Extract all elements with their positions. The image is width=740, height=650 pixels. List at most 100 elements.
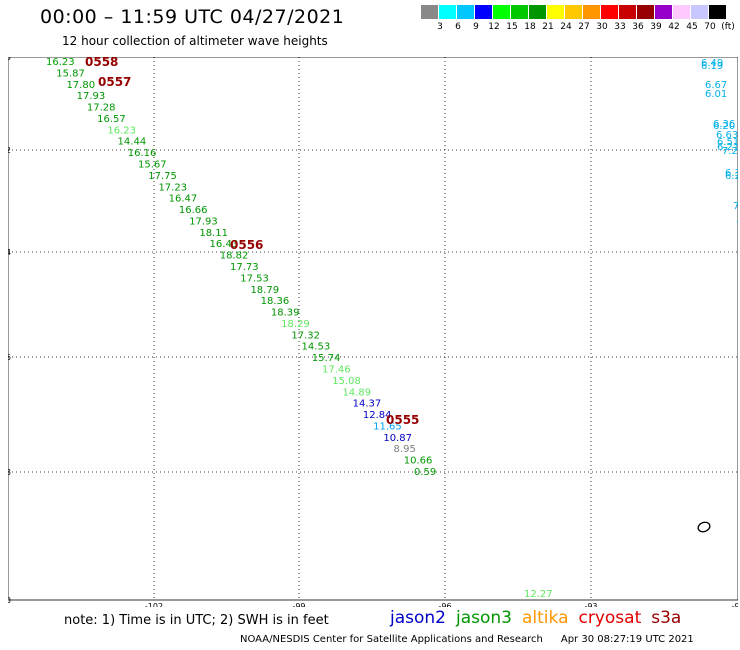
colorbar-label: 24 — [560, 22, 572, 32]
swh-value: 17.93 — [189, 216, 218, 227]
colorbar-label: 39 — [650, 22, 662, 32]
swh-value: 15.74 — [312, 353, 341, 364]
swh-value: 6.21 — [717, 142, 738, 153]
latitude-tick: -60 — [8, 57, 11, 62]
latitude-tick: -68 — [8, 468, 11, 477]
satellite-cryosat: cryosat — [578, 608, 642, 628]
island-outline — [697, 521, 711, 533]
swh-value: 18.29 — [281, 319, 310, 330]
swh-value: 17.28 — [87, 103, 116, 114]
track-time-label: 0557 — [98, 75, 131, 89]
colorbar-swatch — [583, 5, 600, 19]
swh-value: 0.59 — [414, 467, 436, 478]
longitude-tick: -102 — [145, 602, 163, 607]
swh-value: 17.53 — [240, 273, 269, 284]
swh-value: 18.39 — [271, 308, 300, 319]
colorbar-label: 27 — [578, 22, 590, 32]
credit-text: NOAA/NESDIS Center for Satellite Applica… — [240, 634, 543, 645]
latitude-tick: -62 — [8, 146, 11, 155]
tick-labels: -105-102-99-96-93-90-60-62-64-66-68-70 — [8, 57, 738, 607]
map-title: 00:00 – 11:59 UTC 04/27/2021 — [40, 6, 345, 28]
longitude-tick: -93 — [584, 602, 597, 607]
swh-value: 17.73 — [230, 262, 259, 273]
map-subtitle: 12 hour collection of altimeter wave hei… — [62, 34, 328, 48]
colorbar-label: 33 — [614, 22, 626, 32]
swh-value: 6.36 — [713, 119, 735, 130]
swh-value: 8.95 — [394, 444, 416, 455]
colorbar-label: 18 — [524, 22, 536, 32]
longitude-tick: -90 — [731, 602, 738, 607]
colorbar-label: 3 — [437, 22, 443, 32]
swh-value: 15.67 — [138, 160, 167, 171]
colorbar-swatch — [673, 5, 690, 19]
satellite-s3a: s3a — [651, 608, 682, 628]
satellite-legend: jason2 jason3 altika cryosat s3a — [390, 608, 691, 628]
colorbar-swatch — [529, 5, 546, 19]
satellite-jason2: jason2 — [390, 608, 446, 628]
colorbar-label: 70 — [704, 22, 716, 32]
swh-value: 6.3 — [725, 168, 738, 179]
track-time-label: 0558 — [85, 57, 118, 69]
satellite-altika: altika — [522, 608, 569, 628]
colorbar-swatch — [691, 5, 708, 19]
swh-value: 16.47 — [169, 194, 198, 205]
swh-value: 6.49 — [701, 58, 723, 69]
swh-value: 7. — [736, 220, 738, 231]
colorbar-swatch — [655, 5, 672, 19]
colorbar-label: 12 — [488, 22, 500, 32]
swh-value: 6.2 — [725, 171, 738, 182]
swh-value: 17.75 — [148, 171, 177, 182]
latitude-tick: -70 — [8, 596, 11, 605]
swh-value: 15.87 — [56, 68, 85, 79]
swh-value: 10.66 — [404, 456, 433, 467]
map-plot: -105-102-99-96-93-90-60-62-64-66-68-70 1… — [8, 57, 738, 607]
longitude-tick: -96 — [438, 602, 451, 607]
colorbar-swatch — [565, 5, 582, 19]
colorbar-label: 6 — [455, 22, 461, 32]
colorbar-label: (ft) — [721, 22, 735, 32]
swh-value: 16.43 — [210, 239, 239, 250]
swh-value: 18.36 — [261, 296, 290, 307]
swh-value: 15.08 — [332, 376, 361, 387]
colorbar-label: 9 — [473, 22, 479, 32]
colorbar-label: 36 — [632, 22, 644, 32]
swh-value: 16.57 — [97, 114, 126, 125]
footer-credit: NOAA/NESDIS Center for Satellite Applica… — [240, 634, 694, 645]
colorbar-swatch — [619, 5, 636, 19]
colorbar-label: 42 — [668, 22, 680, 32]
swh-value: 12.84 — [363, 410, 392, 421]
swh-value: 16.23 — [107, 125, 136, 136]
colorbar-label: 45 — [686, 22, 698, 32]
swh-value: 6.63 — [716, 130, 738, 141]
swh-value: 14.53 — [302, 342, 331, 353]
colorbar-swatch — [601, 5, 618, 19]
colorbar-swatch — [475, 5, 492, 19]
footer-note: note: 1) Time is in UTC; 2) SWH is in fe… — [64, 613, 329, 628]
swh-value: 18.79 — [250, 285, 279, 296]
colorbar-swatch — [421, 5, 438, 19]
colorbar-label: 30 — [596, 22, 608, 32]
timestamp: Apr 30 08:27:19 UTC 2021 — [560, 634, 694, 645]
swh-value: 12.27 — [524, 589, 553, 600]
longitude-tick: -99 — [292, 602, 305, 607]
track-time-labels: 0558 0557 0556 0555 — [85, 57, 419, 427]
swh-value: 6.67 — [705, 80, 727, 91]
map-frame — [8, 57, 738, 601]
colorbar-label: 15 — [506, 22, 518, 32]
swh-value: 17.32 — [291, 330, 320, 341]
satellite-jason3: jason3 — [456, 608, 512, 628]
swh-value: 16.16 — [128, 148, 157, 159]
swh-value: 6.19 — [701, 61, 723, 72]
swh-value: 6.01 — [705, 89, 727, 100]
latitude-tick: -66 — [8, 353, 11, 362]
swh-value: 11.65 — [373, 421, 402, 432]
swh-value: 18.82 — [220, 251, 249, 262]
swh-value: 17.23 — [158, 182, 187, 193]
swh-value: 14.44 — [118, 137, 147, 148]
track-time-label: 0556 — [230, 238, 263, 252]
swh-value: 10.87 — [383, 433, 412, 444]
colorbar-swatch — [493, 5, 510, 19]
colorbar-swatch — [637, 5, 654, 19]
graticule — [8, 57, 738, 600]
swh-value: 14.37 — [353, 399, 382, 410]
